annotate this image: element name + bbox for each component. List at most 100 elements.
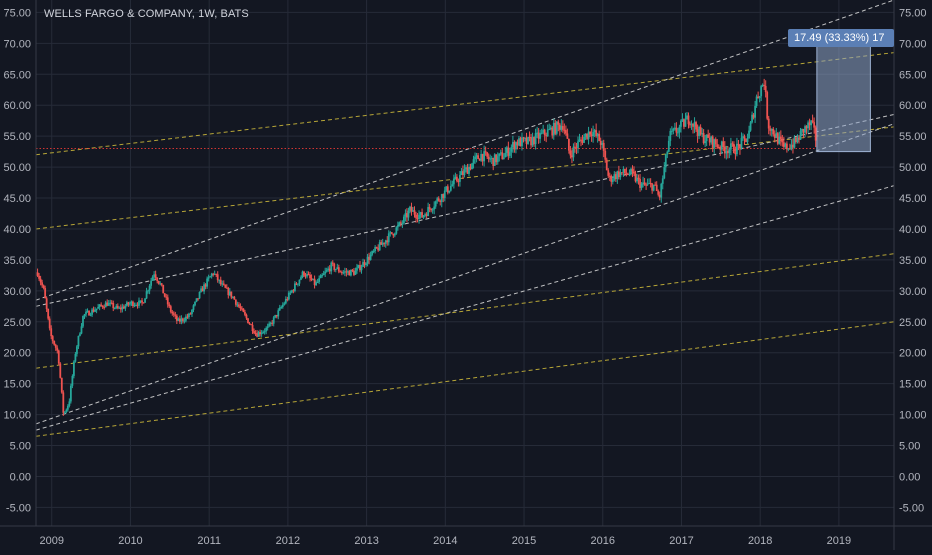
candle-up: [343, 271, 346, 273]
candle-up: [613, 174, 616, 180]
candle-up: [80, 326, 83, 334]
candle-up: [536, 132, 539, 134]
candle-down: [165, 296, 168, 298]
candle-down: [604, 150, 607, 160]
candle-down: [154, 274, 157, 278]
candle-down: [608, 175, 611, 177]
x-tick-label: 2017: [669, 535, 693, 547]
y-tick-label-left: 65.00: [3, 69, 31, 81]
candle-down: [425, 214, 428, 216]
candle-down: [415, 214, 417, 218]
candle-down: [172, 313, 175, 315]
candle-down: [689, 124, 691, 126]
candle-up: [82, 315, 84, 327]
candle-down: [304, 275, 307, 277]
candle-up: [524, 137, 526, 139]
candle-up: [434, 201, 437, 207]
y-tick-label-right: 20.00: [899, 348, 927, 360]
candle-up: [505, 147, 508, 153]
candle-up: [200, 288, 202, 292]
candle-up: [784, 143, 787, 147]
candle-down: [313, 278, 316, 286]
candle-down: [250, 324, 252, 326]
candle-down: [339, 271, 342, 273]
candle-down: [487, 156, 490, 160]
candle-down: [212, 273, 215, 275]
candle-up: [321, 275, 324, 277]
candle-up: [583, 136, 585, 143]
candle-down: [42, 285, 45, 289]
candle-up: [710, 136, 713, 143]
candle-down: [377, 248, 380, 251]
measure-label[interactable]: 17.49 (33.33%) 17: [788, 29, 894, 47]
candle-up: [728, 149, 731, 154]
candle-down: [328, 268, 331, 272]
candle-down: [782, 142, 785, 147]
candle-down: [522, 137, 525, 139]
candle-down: [303, 271, 305, 276]
y-tick-label-left: 0.00: [10, 471, 31, 483]
candle-down: [333, 263, 336, 270]
candle-up: [619, 172, 622, 178]
candle-up: [672, 128, 675, 131]
y-tick-label-left: 75.00: [3, 7, 31, 19]
candle-down: [814, 127, 817, 141]
candle-down: [157, 280, 160, 284]
candle-down: [375, 247, 378, 249]
candle-down: [253, 331, 255, 334]
candle-up: [460, 171, 463, 176]
candle-up: [384, 240, 387, 244]
candle-up: [83, 314, 86, 316]
candle-up: [192, 305, 195, 310]
candle-down: [767, 118, 770, 129]
candle-down: [752, 114, 755, 118]
candle-down: [631, 168, 634, 172]
candle-down: [348, 271, 351, 276]
candle-up: [297, 283, 299, 285]
candle-up: [398, 222, 401, 226]
x-tick-label: 2011: [197, 535, 221, 547]
drawn-lines: [35, 0, 895, 437]
candle-down: [428, 207, 431, 209]
candle-down: [57, 350, 60, 364]
candle-down: [310, 278, 313, 281]
candle-up: [79, 333, 81, 336]
candle-up: [760, 86, 763, 97]
candle-down: [731, 143, 734, 145]
candle-up: [283, 303, 286, 305]
measure-box[interactable]: [816, 42, 871, 153]
candle-up: [443, 190, 446, 199]
candle-down: [581, 139, 584, 143]
candle-up: [91, 309, 93, 315]
candle-up: [280, 307, 283, 309]
trend-line: [35, 0, 895, 301]
candle-up: [346, 271, 349, 273]
candle-up: [778, 136, 781, 144]
candle-up: [540, 132, 543, 134]
candle-down: [169, 306, 172, 312]
candle-up: [298, 279, 301, 284]
candle-up: [409, 206, 411, 211]
candle-up: [758, 96, 761, 99]
y-tick-label-right: 45.00: [899, 193, 927, 205]
candle-down: [168, 304, 171, 307]
candle-down: [779, 136, 782, 140]
candle-up: [422, 215, 425, 218]
candle-up: [236, 304, 239, 306]
candle-up: [587, 131, 590, 139]
candle-down: [271, 322, 274, 324]
candle-up: [401, 223, 404, 225]
y-tick-label-right: 25.00: [899, 317, 927, 329]
candle-up: [761, 84, 764, 87]
x-tick-label: 2018: [748, 535, 772, 547]
candle-down: [745, 138, 747, 142]
candle-up: [534, 133, 537, 145]
candle-up: [451, 184, 454, 186]
candle-down: [624, 168, 626, 174]
candle-down: [776, 133, 779, 144]
candle-down: [683, 119, 685, 127]
candle-down: [564, 130, 567, 134]
